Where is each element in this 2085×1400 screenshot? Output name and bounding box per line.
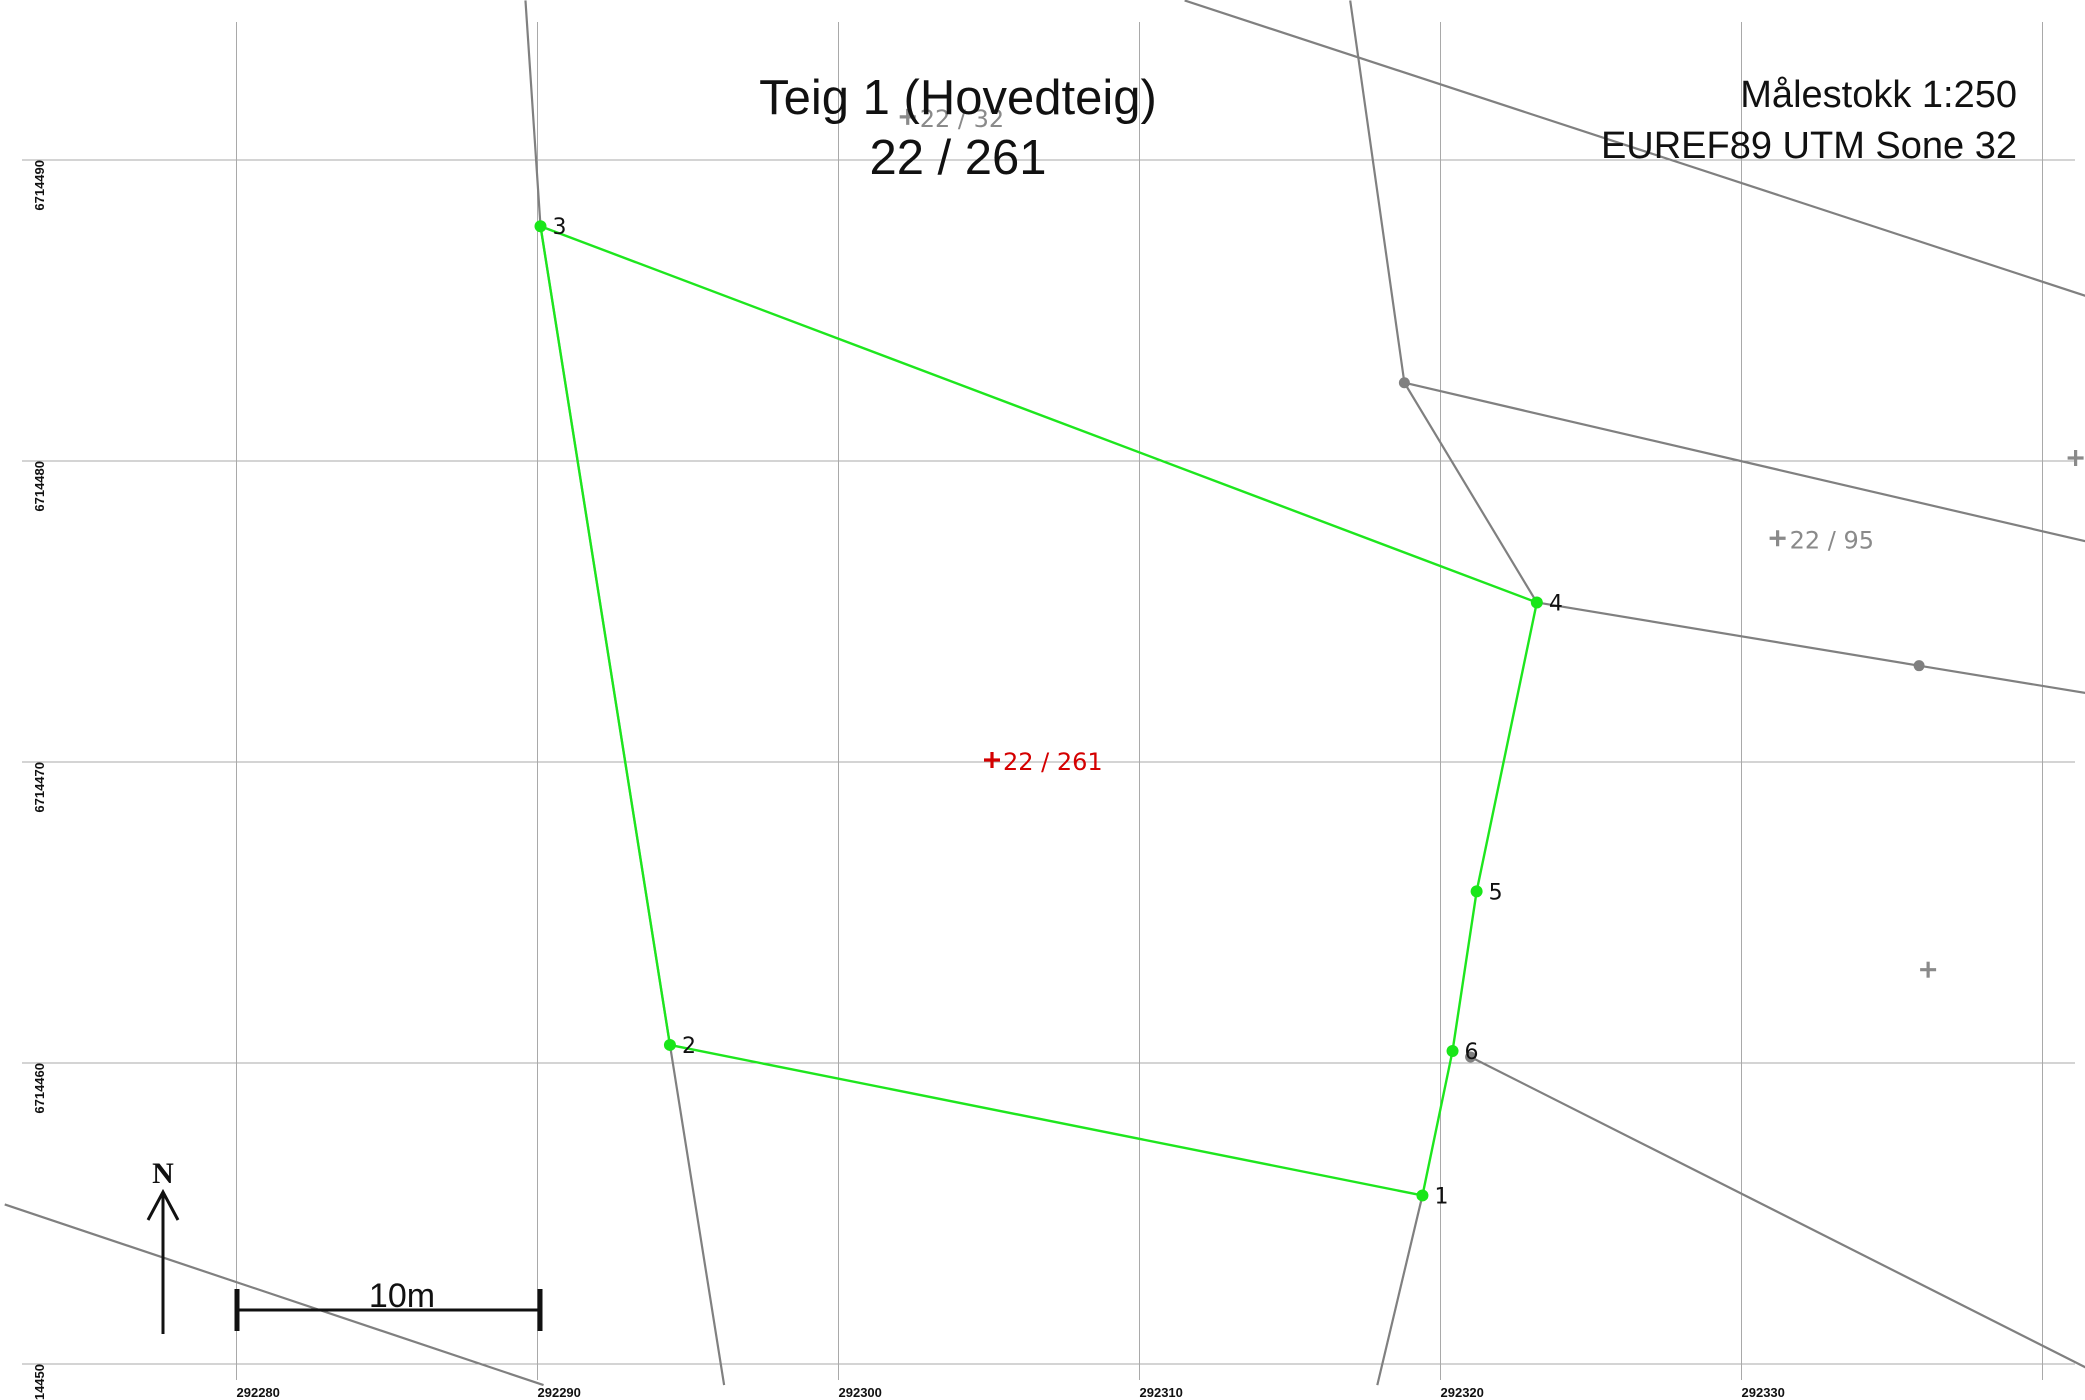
parcel-vertex-label: 4 xyxy=(1549,591,1563,616)
parcel-id-label: 22 / 261 xyxy=(1003,748,1103,776)
parcel-vertex-label: 2 xyxy=(682,1034,696,1059)
neighbor-parcel-marker xyxy=(1769,530,1786,547)
neighbor-boundary-line xyxy=(1470,1055,2085,1369)
neighbor-boundary-line xyxy=(1376,1195,1424,1386)
parcel-boundary[interactable]: 1 2 3 4 5 6 xyxy=(534,215,1563,1209)
grid-label-easting: 292320 xyxy=(1441,1385,1484,1400)
neighbor-boundary-line xyxy=(4,1203,544,1387)
neighbor-boundaries xyxy=(4,0,2085,1387)
parcel-vertex-2[interactable] xyxy=(663,1038,676,1051)
parcel-vertex-1[interactable] xyxy=(1416,1189,1429,1202)
north-arrow-label: N xyxy=(152,1157,174,1190)
neighbor-vertex xyxy=(1465,1051,1477,1063)
scale-label: Målestokk 1:250 xyxy=(1740,74,2017,116)
neighbor-parcel-label: 22 / 95 xyxy=(1790,526,1874,554)
neighbor-vertex xyxy=(1398,377,1410,389)
parcel-vertex-label: 5 xyxy=(1489,880,1503,905)
parcel-center-marker xyxy=(984,752,1000,768)
neighbor-boundary-line xyxy=(524,0,726,1386)
north-arrow: N xyxy=(146,1157,180,1334)
neighbor-boundary-line xyxy=(1184,0,2085,297)
map-subtitle: 22 / 261 xyxy=(869,131,1047,185)
grid-label-northing: 6714470 xyxy=(32,762,47,813)
parcel-vertex-label: 1 xyxy=(1434,1184,1448,1209)
neighbor-boundary-line xyxy=(1349,0,1538,604)
neighbor-marker xyxy=(2067,449,2084,466)
parcel-vertex-label: 6 xyxy=(1465,1040,1479,1065)
neighbor-boundary-line xyxy=(1404,381,2085,543)
grid-label-easting: 292300 xyxy=(839,1385,882,1400)
parcel-labels: 22 / 261 22 / 95 22 / 32 xyxy=(899,105,2084,978)
parcel-vertex-4[interactable] xyxy=(1530,596,1543,609)
grid-label-easting: 292290 xyxy=(538,1385,581,1400)
parcel-vertex-6[interactable] xyxy=(1446,1044,1459,1057)
neighbor-boundary-line xyxy=(1536,601,2085,694)
grid-label-easting: 292280 xyxy=(237,1385,280,1400)
neighbor-parcel-label: 22 / 32 xyxy=(920,105,1004,133)
map-decorations: N 10m xyxy=(146,1157,543,1334)
neighbor-vertex xyxy=(1913,660,1925,672)
neighbor-marker xyxy=(1920,961,1937,978)
crs-label: EUREF89 UTM Sone 32 xyxy=(1600,125,2017,167)
neighbor-parcel-marker xyxy=(899,108,916,125)
grid-label-northing: 6714450 xyxy=(32,1364,47,1400)
grid-label-northing: 6714480 xyxy=(32,461,47,512)
grid-label-easting: 292330 xyxy=(1742,1385,1785,1400)
scale-bar: 10m xyxy=(234,1277,543,1331)
parcel-vertex-5[interactable] xyxy=(1470,885,1483,898)
grid-label-easting: 292310 xyxy=(1140,1385,1183,1400)
grid-label-northing: 6714490 xyxy=(32,160,47,211)
north-arrow-head xyxy=(146,1188,180,1221)
map-title: Teig 1 (Hovedteig) xyxy=(759,71,1157,125)
parcel-vertex-label: 3 xyxy=(553,215,567,240)
grid-label-northing: 6714460 xyxy=(32,1063,47,1114)
scale-bar-label: 10m xyxy=(369,1277,435,1315)
parcel-vertex-3[interactable] xyxy=(534,220,547,233)
coordinate-grid: 292280 292290 292300 292310 292320 292330 6714… xyxy=(22,22,2075,1400)
